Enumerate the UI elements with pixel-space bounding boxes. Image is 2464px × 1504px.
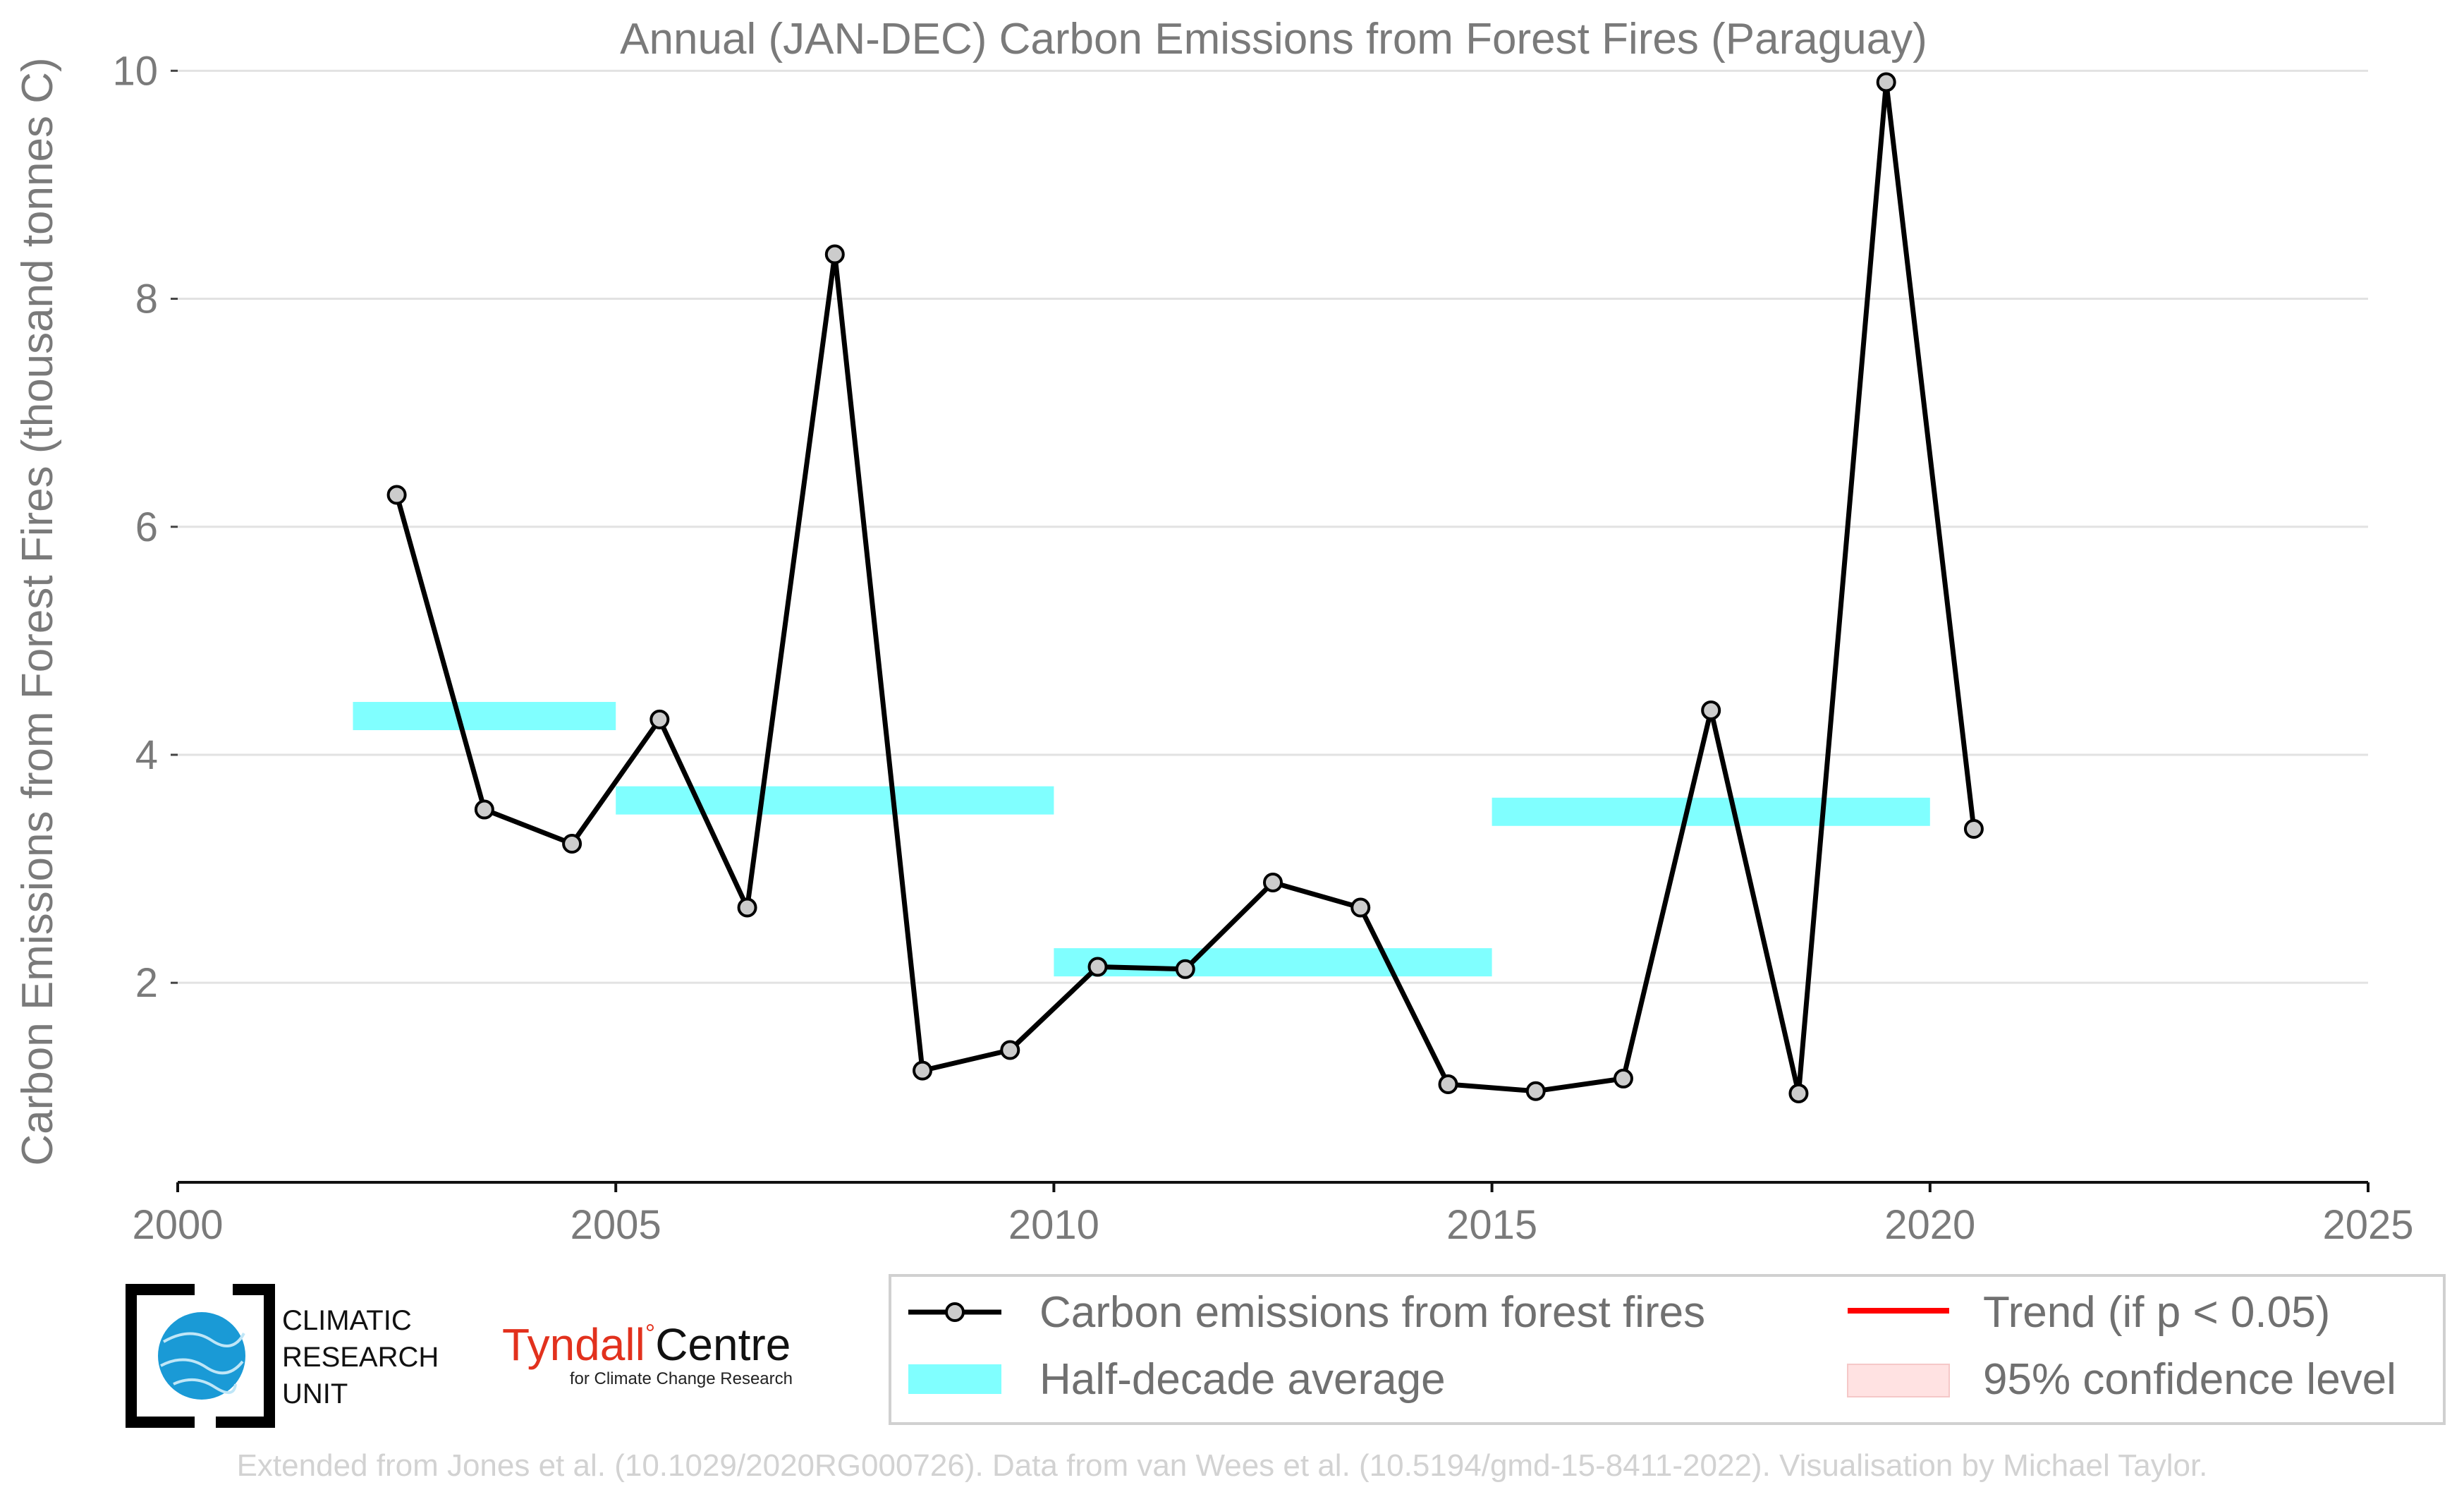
data-point-2016	[1613, 1068, 1633, 1088]
data-point-2011	[1175, 959, 1195, 979]
series-emissions	[386, 72, 1984, 1103]
data-point-2003	[474, 799, 494, 820]
legend: Carbon emissions from forest fires Trend…	[889, 1274, 2446, 1425]
half-decade-band-1	[353, 702, 616, 731]
half-decade-bands	[353, 702, 1930, 977]
y-tick-label-4: 4	[135, 732, 158, 778]
half-decade-band-4	[1492, 797, 1930, 826]
tyndall-logo-centre: Centre	[655, 1319, 791, 1370]
x-axis: 2000 2005 2010 2015 2020 2025	[132, 1181, 2414, 1248]
x-tick-label-2015: 2015	[1446, 1202, 1537, 1248]
half-decade-band-3	[1054, 948, 1492, 977]
cru-logo-line-3: UNIT	[282, 1378, 348, 1409]
data-point-2010	[1087, 957, 1108, 977]
half-decade-band-2	[616, 786, 1054, 815]
y-tick-label-6: 6	[135, 504, 158, 550]
y-axis: 2 4 6 8 10	[112, 48, 178, 1006]
globe-contour-3	[173, 1378, 237, 1394]
legend-label-half-decade: Half-decade average	[1039, 1355, 1446, 1404]
tyndall-logo-tyndall: Tyndall	[502, 1319, 645, 1370]
data-point-2007	[824, 244, 845, 265]
data-point-2006	[737, 897, 757, 918]
tyndall-logo: Tyndall°Centre for Climate Change Resear…	[502, 1318, 793, 1388]
y-tick-label-2: 2	[135, 960, 158, 1006]
globe-icon	[158, 1312, 245, 1400]
legend-frame	[889, 1274, 2446, 1425]
data-point-2017	[1701, 700, 1721, 720]
chart-title: Annual (JAN-DEC) Carbon Emissions from F…	[620, 15, 1927, 63]
data-point-2008	[913, 1060, 933, 1081]
tyndall-logo-text: Tyndall°Centre	[502, 1318, 791, 1370]
legend-label-trend: Trend (if p < 0.05)	[1983, 1288, 2330, 1337]
legend-label-confidence: 95% confidence level	[1983, 1355, 2396, 1404]
cru-logo: CLIMATIC RESEARCH UNIT	[126, 1284, 439, 1428]
x-tick-label-2000: 2000	[132, 1202, 223, 1248]
cru-logo-line-1: CLIMATIC	[282, 1305, 412, 1336]
data-point-2005	[649, 709, 670, 729]
cru-logo-right-bracket	[216, 1284, 275, 1428]
data-point-2020	[1963, 819, 1984, 839]
tyndall-logo-degree: °	[645, 1318, 655, 1347]
legend-item-confidence: 95% confidence level	[1847, 1355, 2396, 1404]
credit-line: Extended from Jones et al. (10.1029/2020…	[237, 1448, 2208, 1483]
cru-logo-left-bracket	[126, 1284, 195, 1428]
data-point-2004	[562, 834, 583, 854]
data-point-2009	[1000, 1040, 1020, 1060]
y-axis-label: Carbon Emissions from Forest Fires (thou…	[13, 57, 62, 1165]
legend-marker-emissions	[945, 1302, 965, 1322]
legend-item-half-decade: Half-decade average	[908, 1355, 1446, 1404]
data-point-2019	[1876, 72, 1896, 92]
data-point-2013	[1350, 897, 1371, 918]
y-tick-label-10: 10	[112, 48, 158, 94]
x-tick-label-2020: 2020	[1884, 1202, 1975, 1248]
data-point-2002	[386, 485, 407, 505]
legend-swatch-confidence	[1847, 1364, 1950, 1397]
globe-contour-2	[160, 1358, 244, 1375]
data-point-2015	[1525, 1081, 1546, 1101]
series-line-0	[394, 79, 1977, 1096]
x-tick-label-2025: 2025	[2322, 1202, 2413, 1248]
x-tick-label-2010: 2010	[1008, 1202, 1099, 1248]
legend-item-trend: Trend (if p < 0.05)	[1848, 1288, 2330, 1337]
y-tick-label-8: 8	[135, 277, 158, 322]
x-tick-label-2005: 2005	[571, 1202, 661, 1248]
tyndall-logo-subtitle: for Climate Change Research	[570, 1369, 793, 1388]
legend-swatch-half-decade	[908, 1364, 1001, 1394]
data-point-2012	[1263, 872, 1283, 892]
cru-logo-line-2: RESEARCH	[282, 1342, 439, 1373]
legend-label-emissions: Carbon emissions from forest fires	[1039, 1288, 1705, 1337]
data-point-2014	[1438, 1074, 1458, 1095]
gridlines	[178, 69, 2368, 984]
legend-item-emissions: Carbon emissions from forest fires	[908, 1288, 1705, 1337]
globe-contour-1	[162, 1332, 245, 1347]
data-point-2018	[1788, 1083, 1809, 1103]
